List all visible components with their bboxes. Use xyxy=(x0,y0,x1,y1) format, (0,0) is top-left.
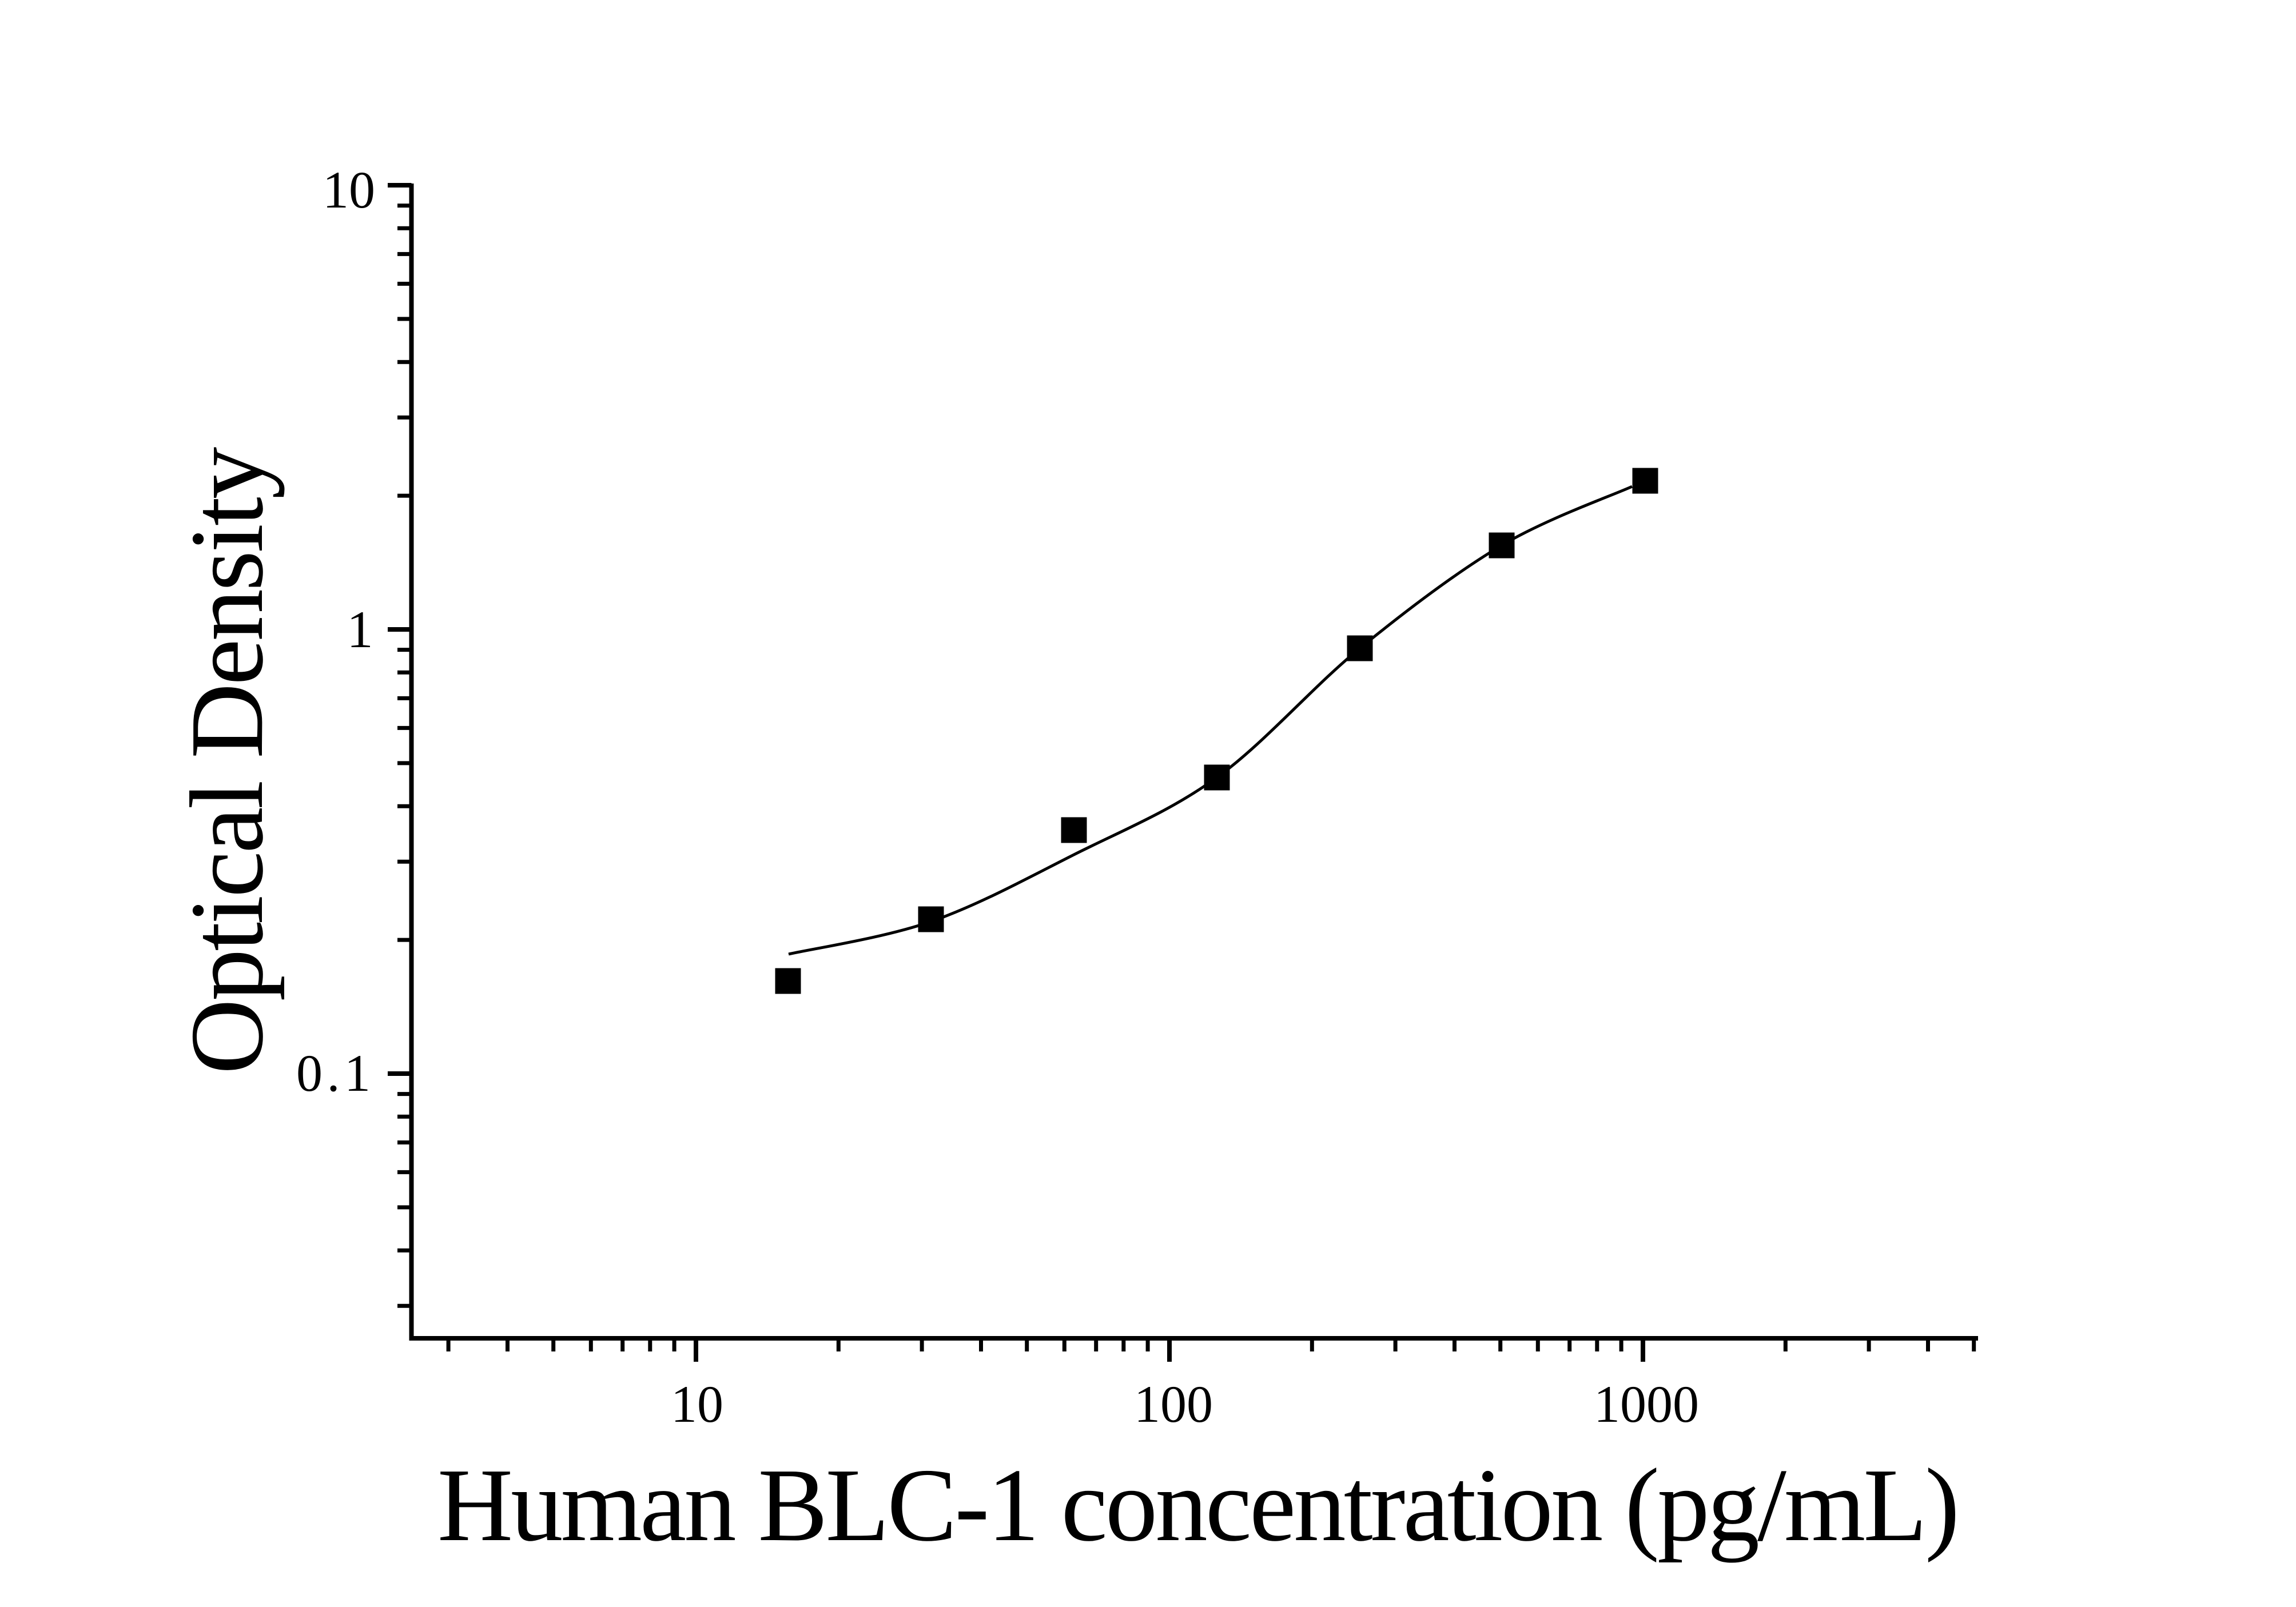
svg-text:10: 10 xyxy=(671,1375,723,1433)
svg-text:0.1: 0.1 xyxy=(296,1044,371,1102)
svg-text:100: 100 xyxy=(1134,1375,1213,1433)
svg-text:1: 1 xyxy=(347,600,373,659)
svg-text:1000: 1000 xyxy=(1594,1375,1699,1433)
svg-text:Human BLC-1 concentration (pg/: Human BLC-1 concentration (pg/mL) xyxy=(437,1447,1957,1563)
svg-text:10: 10 xyxy=(323,161,375,219)
svg-text:Optical Density: Optical Density xyxy=(169,447,285,1074)
